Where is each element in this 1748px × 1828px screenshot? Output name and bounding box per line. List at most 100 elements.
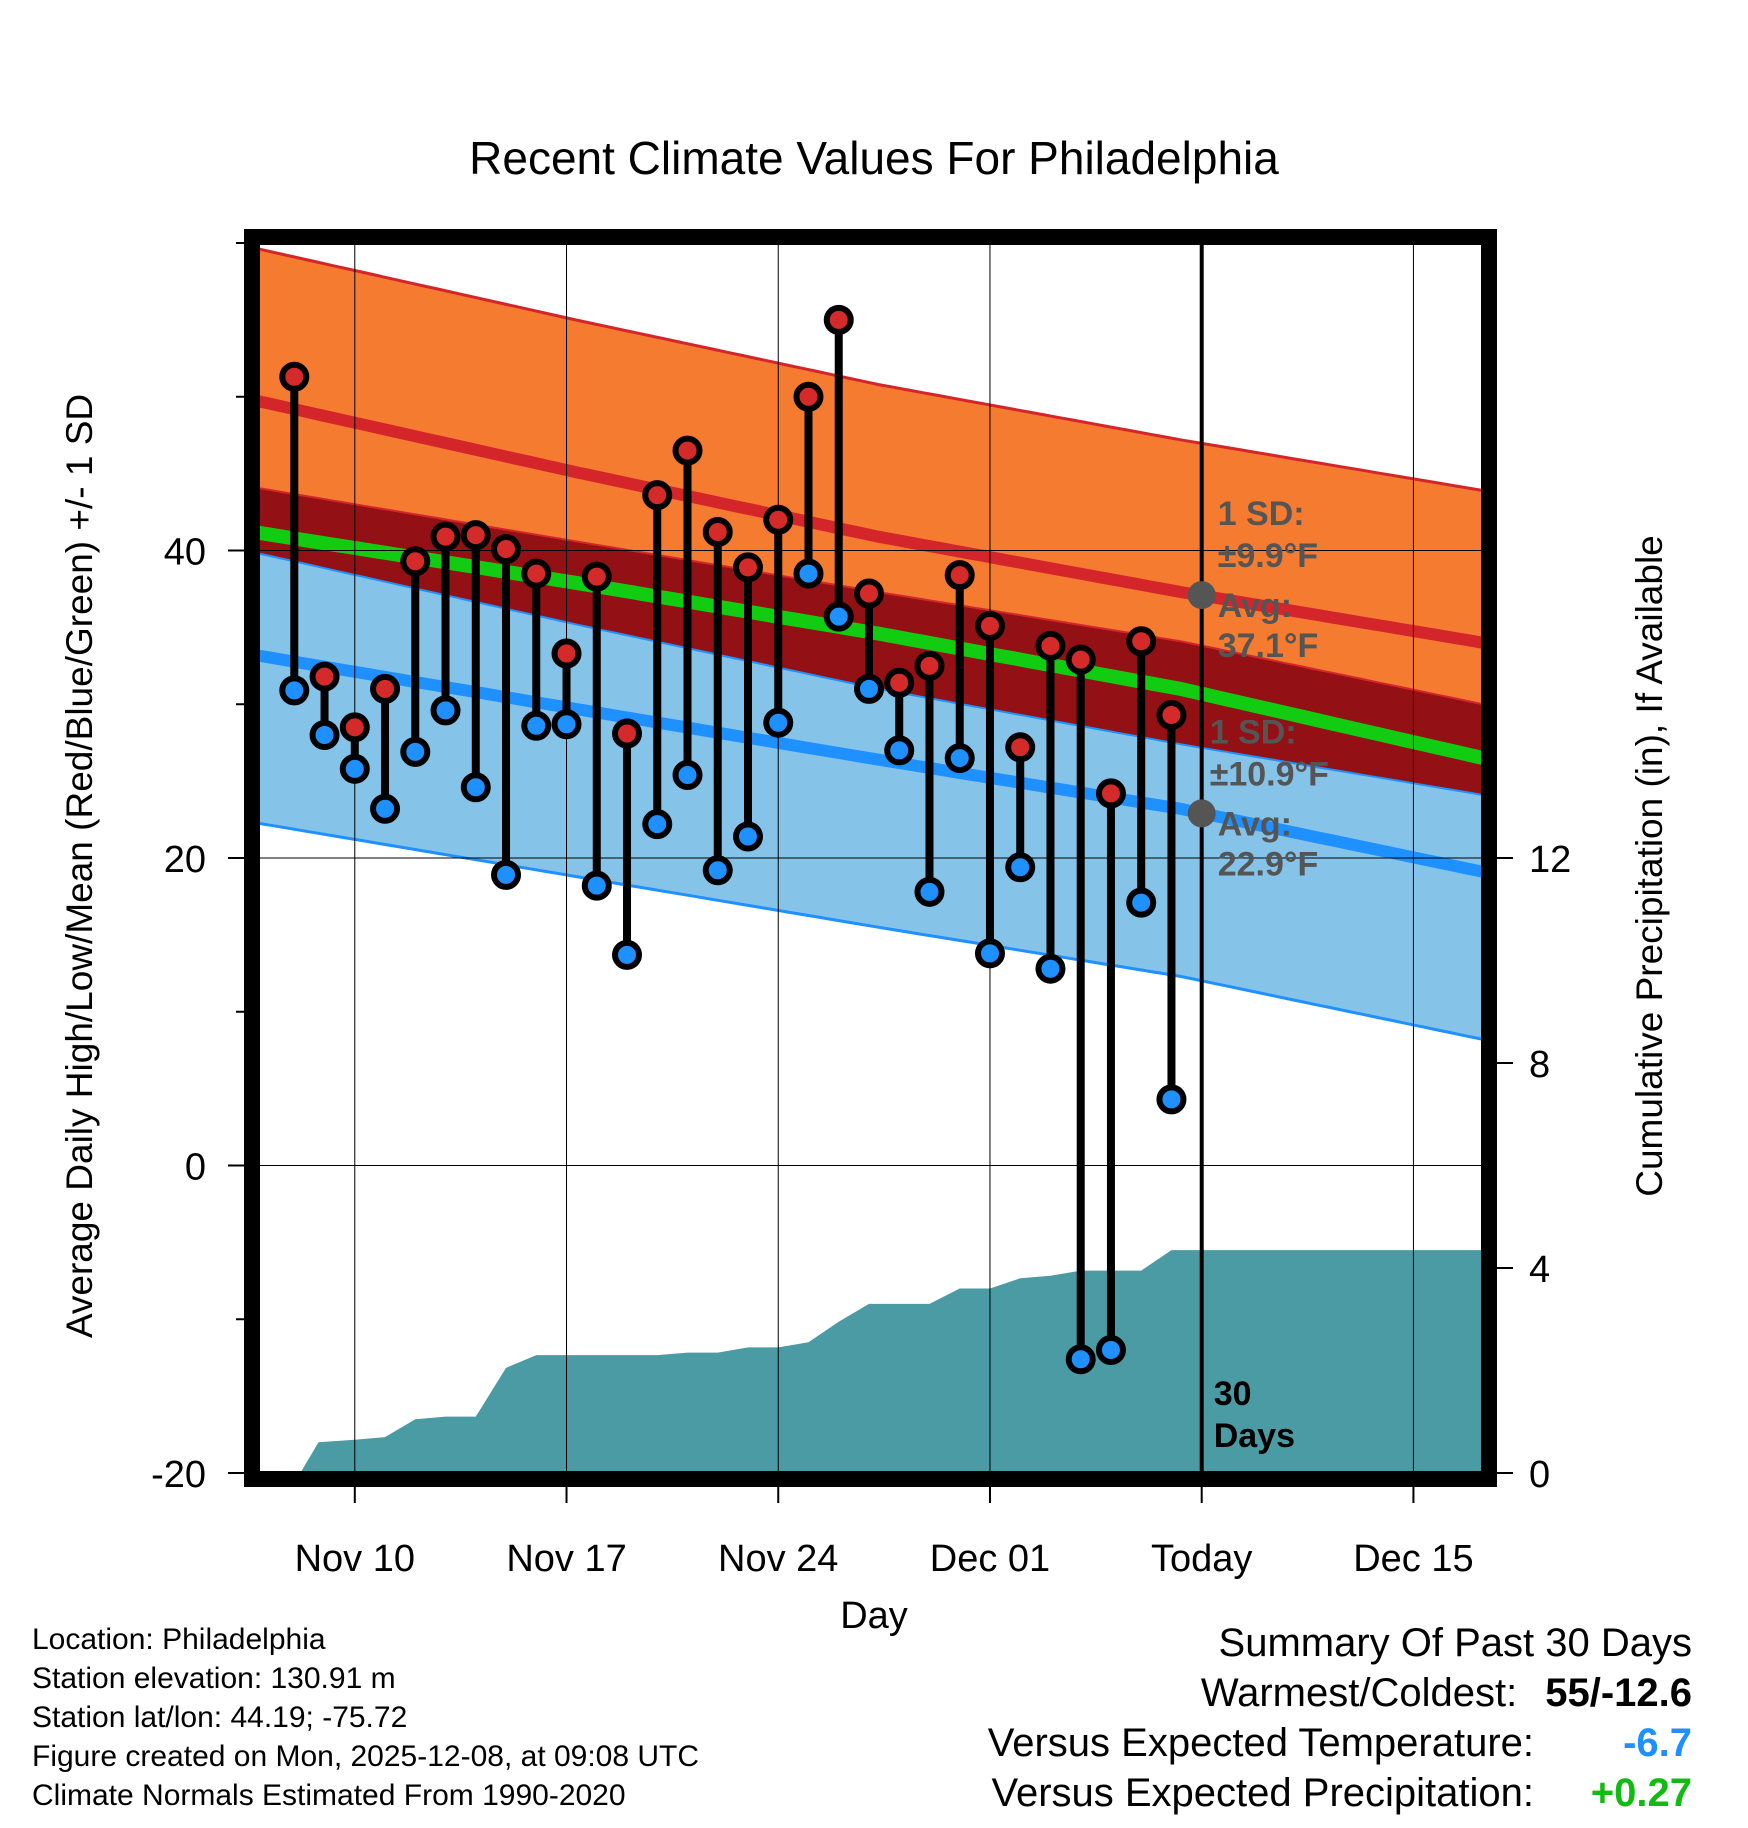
created-text: Figure created on Mon, 2025-12-08, at 09… — [32, 1740, 700, 1773]
daily-high-point — [1156, 700, 1187, 731]
daily-low-point — [944, 743, 975, 774]
daily-low-point — [339, 753, 370, 784]
y-tick-label: -20 — [151, 1454, 206, 1496]
days-count-label: 30 — [1214, 1375, 1252, 1413]
y2-tick-label: 12 — [1529, 839, 1571, 881]
x-tick-label: Nov 10 — [295, 1538, 415, 1580]
daily-low-point — [491, 859, 522, 890]
daily-low-point — [793, 558, 824, 589]
daily-high-point — [823, 304, 854, 335]
daily-low-point — [1035, 953, 1066, 984]
plot-border — [244, 229, 1497, 1487]
daily-high-point — [1095, 778, 1126, 809]
daily-high-point — [460, 520, 491, 551]
daily-low-point — [853, 673, 884, 704]
daily-high-point — [521, 558, 552, 589]
daily-low-point — [974, 938, 1005, 969]
y-tick-label: 20 — [164, 839, 206, 881]
daily-low-point — [581, 870, 612, 901]
y2-tick-label: 4 — [1529, 1249, 1550, 1291]
high-avg-value: 37.1°F — [1218, 627, 1319, 665]
high-sd-value: ±9.9°F — [1218, 537, 1318, 575]
daily-high-point — [914, 650, 945, 681]
summary-precip: Versus Expected Precipitation: +0.27 — [988, 1768, 1692, 1818]
station-info: Location: Philadelphia Station elevation… — [32, 1620, 699, 1815]
daily-high-point — [884, 667, 915, 698]
daily-low-point — [1065, 1344, 1096, 1375]
warm-cold-label: Warmest/Coldest: — [1200, 1671, 1518, 1715]
precip-cumulative-area — [258, 1250, 1483, 1473]
summary-temp: Versus Expected Temperature: -6.7 — [988, 1718, 1692, 1768]
daily-low-point — [1095, 1335, 1126, 1365]
x-axis-label: Day — [840, 1595, 908, 1637]
daily-low-point — [279, 675, 310, 706]
daily-low-point — [702, 855, 733, 886]
daily-low-point — [430, 695, 461, 726]
daily-low-point — [612, 939, 643, 970]
daily-high-point — [974, 610, 1005, 641]
days-unit-label: Days — [1214, 1417, 1295, 1455]
y2-axis-label: Cumulative Precipitation (in), If Availa… — [1629, 535, 1670, 1197]
summary-panel: Summary Of Past 30 Days Warmest/Coldest:… — [988, 1618, 1692, 1818]
daily-high-point — [491, 533, 522, 564]
daily-high-point — [702, 517, 733, 548]
low-avg-value: 22.9°F — [1218, 845, 1319, 883]
normals-text: Climate Normals Estimated From 1990-2020 — [32, 1779, 626, 1812]
high-upper-line — [258, 247, 1483, 492]
warm-cold-value: 55/-12.6 — [1545, 1671, 1692, 1715]
daily-low-point — [823, 601, 854, 632]
summary-title: Summary Of Past 30 Days — [1218, 1621, 1692, 1665]
precipitation-area — [258, 1250, 1483, 1473]
low-sd-label: 1 SD: — [1210, 713, 1297, 751]
temp-label: Versus Expected Temperature: — [987, 1721, 1534, 1765]
daily-high-point — [1035, 630, 1066, 661]
high-sd-label: 1 SD: — [1218, 495, 1305, 533]
daily-high-point — [339, 712, 370, 743]
high-avg-line — [258, 395, 1483, 649]
daily-high-point — [309, 661, 340, 692]
y-tick-label: 40 — [164, 532, 206, 574]
daily-low-point — [914, 876, 945, 907]
low-lower-line — [258, 821, 1483, 1041]
daily-low-point — [551, 709, 582, 740]
daily-high-point — [612, 718, 643, 749]
low-avg-label: Avg: — [1218, 805, 1292, 843]
low-avg-line — [258, 649, 1483, 878]
chart-title: Recent Climate Values For Philadelphia — [469, 132, 1279, 184]
daily-high-point — [279, 361, 310, 392]
daily-high-point — [551, 638, 582, 669]
daily-high-point — [672, 435, 703, 466]
elevation-text: Station elevation: 130.91 m — [32, 1662, 396, 1695]
y-axis-label: Average Daily High/Low/Mean (Red/Blue/Gr… — [59, 394, 100, 1338]
daily-high-point — [430, 521, 461, 552]
daily-low-point — [521, 710, 552, 741]
y2-tick-label: 8 — [1529, 1044, 1550, 1086]
x-tick-label: Today — [1151, 1538, 1252, 1580]
daily-high-point — [642, 480, 673, 511]
y2-tick-label: 0 — [1529, 1454, 1550, 1496]
x-tick-label: Nov 24 — [718, 1538, 838, 1580]
daily-low-point — [884, 735, 915, 766]
precip-value: +0.27 — [1590, 1771, 1692, 1815]
daily-low-point — [672, 759, 703, 790]
axes: Nov 10 Nov 17 Nov 24 Dec 01 Today Dec 15 -20 0 2… — [151, 242, 1571, 1580]
temp-value: -6.7 — [1623, 1721, 1692, 1765]
summary-warm-cold: Warmest/Coldest: 55/-12.6 — [988, 1668, 1692, 1718]
daily-high-point — [400, 546, 431, 577]
daily-high-point — [733, 552, 763, 583]
daily-low-point — [400, 736, 431, 767]
low-sd-value: ±10.9°F — [1210, 755, 1329, 793]
daily-low-point — [642, 809, 673, 840]
high-avg-label: Avg: — [1218, 587, 1292, 625]
daily-high-point — [793, 381, 824, 412]
daily-low-point — [370, 793, 401, 824]
daily-high-point — [853, 578, 884, 609]
x-tick-label: Dec 01 — [930, 1538, 1050, 1580]
daily-low-point — [309, 720, 340, 750]
daily-low-point — [763, 707, 794, 738]
daily-low-point — [460, 772, 491, 803]
location-text: Location: Philadelphia — [32, 1623, 326, 1656]
daily-high-point — [1126, 626, 1157, 657]
